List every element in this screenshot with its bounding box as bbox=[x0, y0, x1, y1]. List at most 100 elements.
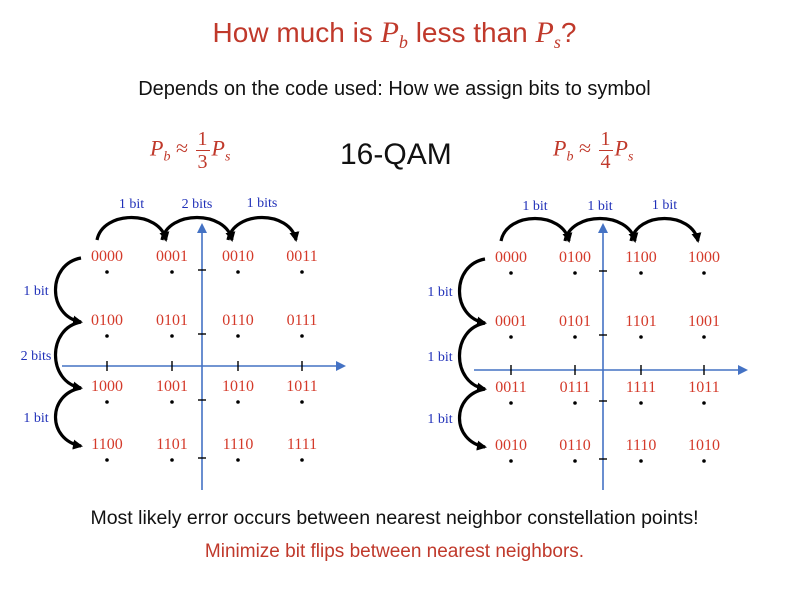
left-code-label: 0000 bbox=[91, 248, 123, 265]
ps-symbol: Ps bbox=[535, 16, 561, 52]
left-top-arrow bbox=[95, 216, 170, 242]
left-point bbox=[170, 458, 174, 462]
left-top-bit-label: 1 bits bbox=[247, 196, 278, 211]
right-top-bit-label: 1 bit bbox=[652, 198, 677, 213]
right-code-label: 0011 bbox=[495, 379, 526, 396]
left-side-bit-label: 1 bit bbox=[23, 411, 48, 426]
right-side-arrow bbox=[458, 387, 487, 451]
right-code-label: 0111 bbox=[560, 379, 591, 396]
left-top-bit-label: 1 bit bbox=[119, 197, 144, 212]
left-point bbox=[105, 400, 109, 404]
left-point bbox=[170, 334, 174, 338]
right-code-label: 0001 bbox=[495, 313, 527, 330]
right-point bbox=[702, 401, 706, 405]
left-point bbox=[105, 270, 109, 274]
right-code-label: 1011 bbox=[688, 379, 719, 396]
right-point bbox=[509, 271, 513, 275]
left-point bbox=[300, 334, 304, 338]
left-side-bit-label: 2 bits bbox=[21, 349, 52, 364]
right-code-label: 1110 bbox=[626, 437, 657, 454]
left-point bbox=[236, 400, 240, 404]
right-top-arrow bbox=[499, 217, 573, 243]
left-code-label: 1011 bbox=[286, 378, 317, 395]
right-point bbox=[639, 335, 643, 339]
right-side-bit-label: 1 bit bbox=[427, 412, 452, 427]
left-code-label: 1110 bbox=[223, 436, 254, 453]
right-code-label: 0000 bbox=[495, 249, 527, 266]
left-code-label: 0011 bbox=[286, 248, 317, 265]
left-point bbox=[105, 458, 109, 462]
right-side-bit-label: 1 bit bbox=[427, 285, 452, 300]
left-code-label: 1100 bbox=[91, 436, 122, 453]
right-point bbox=[573, 401, 577, 405]
right-code-label: 0101 bbox=[559, 313, 591, 330]
left-side-arrow bbox=[54, 386, 83, 450]
left-code-label: 0110 bbox=[222, 312, 253, 329]
left-code-label: 0001 bbox=[156, 248, 188, 265]
left-code-label: 0111 bbox=[287, 312, 318, 329]
left-side-arrow bbox=[53, 320, 83, 392]
right-point bbox=[702, 335, 706, 339]
right-constellation: 0000 0100 1100 1000 0001 0101 1101 1001 0011 0111… bbox=[427, 198, 748, 490]
right-point bbox=[509, 459, 513, 463]
right-point bbox=[509, 401, 513, 405]
left-code-label: 1001 bbox=[156, 378, 188, 395]
left-point bbox=[105, 334, 109, 338]
right-code-label: 1101 bbox=[625, 313, 656, 330]
title-suffix: ? bbox=[560, 17, 577, 48]
left-point bbox=[300, 400, 304, 404]
right-top-arrow bbox=[629, 217, 702, 243]
title-middle: less than bbox=[415, 17, 528, 48]
left-code-label: 0100 bbox=[91, 312, 123, 329]
right-code-label: 0110 bbox=[559, 437, 590, 454]
right-point bbox=[639, 459, 643, 463]
left-top-arrow bbox=[226, 216, 300, 242]
right-point bbox=[639, 401, 643, 405]
left-side-bit-label: 1 bit bbox=[23, 284, 48, 299]
left-formula: Pb ≈ 1 3 Ps bbox=[150, 128, 231, 173]
left-top-arrow bbox=[160, 216, 236, 242]
right-code-label: 1010 bbox=[688, 437, 720, 454]
left-point bbox=[300, 270, 304, 274]
right-point bbox=[573, 271, 577, 275]
left-point bbox=[236, 458, 240, 462]
left-code-label: 0010 bbox=[222, 248, 254, 265]
left-code-label: 1000 bbox=[91, 378, 123, 395]
pb-symbol: Pb bbox=[380, 16, 408, 52]
right-point bbox=[639, 271, 643, 275]
right-point bbox=[573, 335, 577, 339]
left-side-arrow bbox=[53, 256, 83, 326]
right-point bbox=[509, 335, 513, 339]
right-code-label: 1100 bbox=[625, 249, 656, 266]
right-code-label: 1001 bbox=[688, 313, 720, 330]
title-prefix: How much is bbox=[212, 17, 373, 48]
right-code-label: 0010 bbox=[495, 437, 527, 454]
right-point bbox=[573, 459, 577, 463]
right-top-bit-label: 1 bit bbox=[522, 199, 547, 214]
left-code-label: 0101 bbox=[156, 312, 188, 329]
left-constellation: 0000 0001 0010 0011 0100 0101 0110 0111 1000 1001… bbox=[21, 196, 346, 490]
right-side-arrow bbox=[457, 321, 487, 393]
right-formula: Pb ≈ 1 4 Ps bbox=[553, 128, 634, 173]
footer-note: Most likely error occurs between nearest… bbox=[90, 507, 699, 529]
slide-subtitle: Depends on the code used: How we assign … bbox=[138, 78, 651, 100]
footer-highlight: Minimize bit flips between nearest neigh… bbox=[204, 541, 585, 562]
right-code-label: 1000 bbox=[688, 249, 720, 266]
right-top-arrow bbox=[563, 217, 639, 243]
right-point bbox=[702, 271, 706, 275]
scheme-label: 16-QAM bbox=[340, 138, 452, 171]
left-point bbox=[300, 458, 304, 462]
right-side-bit-label: 1 bit bbox=[427, 350, 452, 365]
left-point bbox=[236, 270, 240, 274]
right-side-arrow bbox=[457, 257, 487, 327]
left-code-label: 1101 bbox=[156, 436, 187, 453]
left-point bbox=[170, 270, 174, 274]
left-point bbox=[236, 334, 240, 338]
slide-title: How much is Pb less than Ps? bbox=[0, 16, 789, 53]
left-point bbox=[170, 400, 174, 404]
left-top-bit-label: 2 bits bbox=[182, 197, 213, 212]
right-code-label: 0100 bbox=[559, 249, 591, 266]
